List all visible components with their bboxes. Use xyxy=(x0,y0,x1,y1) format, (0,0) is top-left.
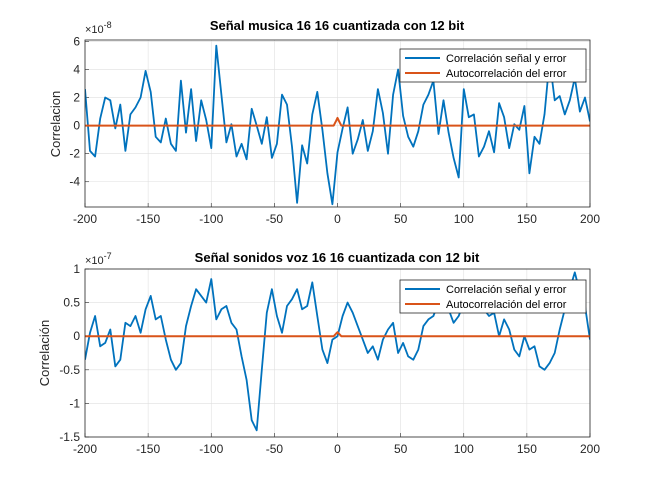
y-axis-label: Correlacion xyxy=(48,91,63,157)
x-tick-label: -200 xyxy=(73,212,97,226)
y-tick-label: -2 xyxy=(69,147,80,161)
legend-box xyxy=(399,279,587,314)
y-axis-label: Correlación xyxy=(37,320,52,386)
legend-label-correlacion: Correlación señal y error xyxy=(446,53,567,65)
x-tick-labels: -200 -150 -100 -50 0 50 100 150 200 xyxy=(73,212,600,226)
y-tick-label: 0 xyxy=(73,119,80,133)
y-tick-label: -4 xyxy=(69,175,80,189)
y-tick-label: 4 xyxy=(73,62,80,76)
x-tick-label: 100 xyxy=(454,442,474,456)
y-tick-labels: -4 -2 0 2 4 6 xyxy=(69,34,80,188)
x-tick-label: 50 xyxy=(394,212,408,226)
legend-label-autocorrelacion: Autocorrelación del error xyxy=(446,299,567,311)
x-tick-label: 200 xyxy=(580,442,600,456)
x-tick-label: 150 xyxy=(517,212,537,226)
legend-label-autocorrelacion: Autocorrelación del error xyxy=(446,68,567,80)
x-tick-label: 150 xyxy=(517,442,537,456)
legend-box xyxy=(399,48,587,83)
y-tick-label: -1 xyxy=(69,396,80,410)
y-tick-label: 1 xyxy=(73,262,80,276)
exponent-label: ×10-8 xyxy=(85,20,112,36)
x-tick-label: -150 xyxy=(136,442,160,456)
y-tick-label: 2 xyxy=(73,91,80,105)
axes-box xyxy=(84,268,591,438)
series-line-correlacion xyxy=(85,271,590,432)
x-tick-label: -200 xyxy=(73,442,97,456)
y-tick-labels: -1.5 -1 -0.5 0 0.5 1 xyxy=(59,262,80,444)
series-group xyxy=(85,271,590,432)
legend[interactable]: Correlación señal y error Autocorrelació… xyxy=(399,48,587,83)
subplot-voz: -200 -150 -100 -50 0 50 100 150 200 -1.5 -1 -0.5 0 0… xyxy=(37,250,600,456)
chart-title: Señal sonidos voz 16 16 cuantizada con 1… xyxy=(195,250,480,265)
legend-label-correlacion: Correlación señal y error xyxy=(446,284,567,296)
y-tick-label: -1.5 xyxy=(59,430,80,444)
y-tick-label: 0.5 xyxy=(63,296,80,310)
x-tick-label: 100 xyxy=(454,212,474,226)
x-tick-label: 0 xyxy=(334,442,341,456)
exponent-label: ×10-7 xyxy=(85,251,112,267)
axes-box xyxy=(84,39,591,208)
x-tick-label: -50 xyxy=(266,442,284,456)
grid xyxy=(84,40,591,207)
x-tick-label: -100 xyxy=(199,442,223,456)
legend[interactable]: Correlación señal y error Autocorrelació… xyxy=(399,279,587,314)
x-tick-labels: -200 -150 -100 -50 0 50 100 150 200 xyxy=(73,442,600,456)
series-group xyxy=(85,44,590,206)
x-tick-label: -50 xyxy=(266,212,284,226)
x-tick-label: -100 xyxy=(199,212,223,226)
y-tick-label: -0.5 xyxy=(59,363,80,377)
x-tick-label: 200 xyxy=(580,212,600,226)
x-tick-label: -150 xyxy=(136,212,160,226)
series-line-autocorrelacion xyxy=(85,116,590,127)
x-tick-label: 0 xyxy=(334,212,341,226)
y-tick-label: 6 xyxy=(73,34,80,48)
subplot-musica: -200 -150 -100 -50 0 50 100 150 200 -4 -2 0 2 4 6 Señ… xyxy=(48,18,600,226)
series-line-correlacion xyxy=(85,44,590,206)
series-line-autocorrelacion xyxy=(85,331,590,338)
chart-title: Señal musica 16 16 cuantizada con 12 bit xyxy=(210,18,465,33)
y-tick-label: 0 xyxy=(73,329,80,343)
x-tick-label: 50 xyxy=(394,442,408,456)
